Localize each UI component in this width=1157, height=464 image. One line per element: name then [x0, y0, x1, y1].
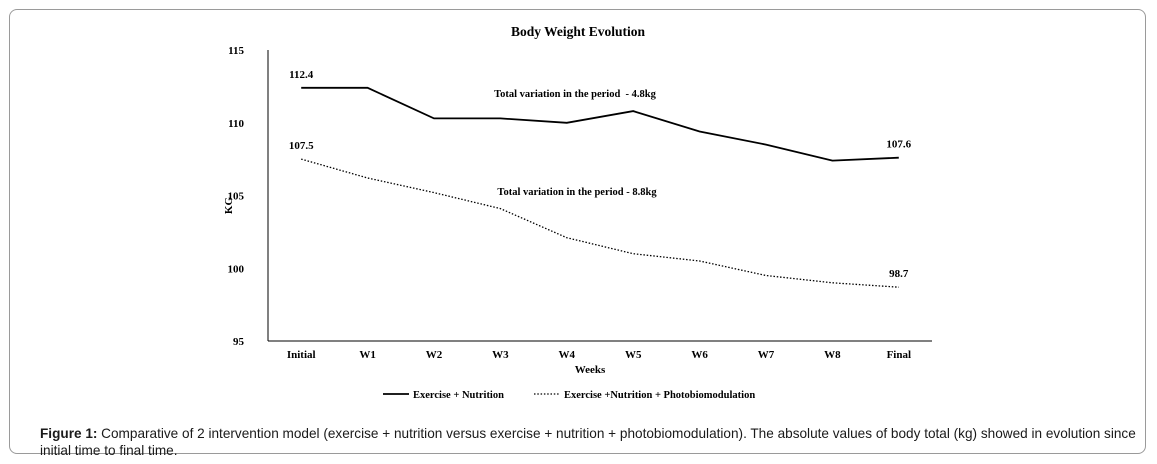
x-tick-label: W4	[559, 349, 576, 361]
annotation-total-variation-1: Total variation in the period - 4.8kg	[494, 89, 657, 100]
x-tick-label: W1	[359, 349, 376, 361]
x-tick-label: W5	[625, 349, 642, 361]
data-label: 107.6	[886, 139, 911, 151]
chart-title: Body Weight Evolution	[511, 24, 646, 39]
y-tick-label: 110	[228, 118, 244, 130]
y-axis-title: KG	[223, 197, 235, 215]
data-label: 98.7	[889, 268, 909, 280]
x-tick-label: Initial	[287, 349, 316, 361]
series-line-1	[301, 86, 899, 162]
y-axis: 95 100 105 110 115	[228, 45, 269, 348]
data-label: 112.4	[289, 69, 314, 81]
y-tick-label: 100	[228, 263, 245, 275]
caption-text: Comparative of 2 intervention model (exe…	[40, 426, 1136, 458]
data-label: 107.5	[289, 140, 314, 152]
x-axis: Initial W1 W2 W3 W4 W5 W6 W7 W8 Final	[268, 340, 932, 361]
x-tick-label: W8	[824, 349, 841, 361]
figure-caption: Figure 1: Comparative of 2 intervention …	[40, 425, 1145, 459]
legend-label-2: Exercise +Nutrition + Photobiomodulation	[564, 390, 755, 401]
x-tick-label: W6	[691, 349, 708, 361]
series-line-2	[301, 158, 899, 288]
x-tick-label: W2	[426, 349, 443, 361]
y-tick-label: 115	[228, 45, 244, 57]
figure-frame: Body Weight Evolution 95 100 105 110 115 Ini…	[9, 9, 1146, 458]
series-layer	[301, 86, 899, 288]
data-labels: 112.4 107.6 107.5 98.7	[289, 69, 912, 280]
caption-label: Figure 1:	[40, 426, 98, 441]
x-axis-title: Weeks	[575, 364, 606, 376]
x-tick-label: W3	[492, 349, 509, 361]
chart: Body Weight Evolution 95 100 105 110 115 Ini…	[223, 24, 932, 401]
x-tick-label: Final	[887, 349, 911, 361]
x-tick-label: W7	[758, 349, 775, 361]
annotation-total-variation-2: Total variation in the period - 8.8kg	[497, 187, 657, 198]
y-tick-label: 105	[228, 191, 245, 203]
legend: Exercise + Nutrition Exercise +Nutrition …	[383, 390, 755, 401]
y-tick-label: 95	[233, 336, 245, 348]
legend-label-1: Exercise + Nutrition	[413, 390, 504, 401]
